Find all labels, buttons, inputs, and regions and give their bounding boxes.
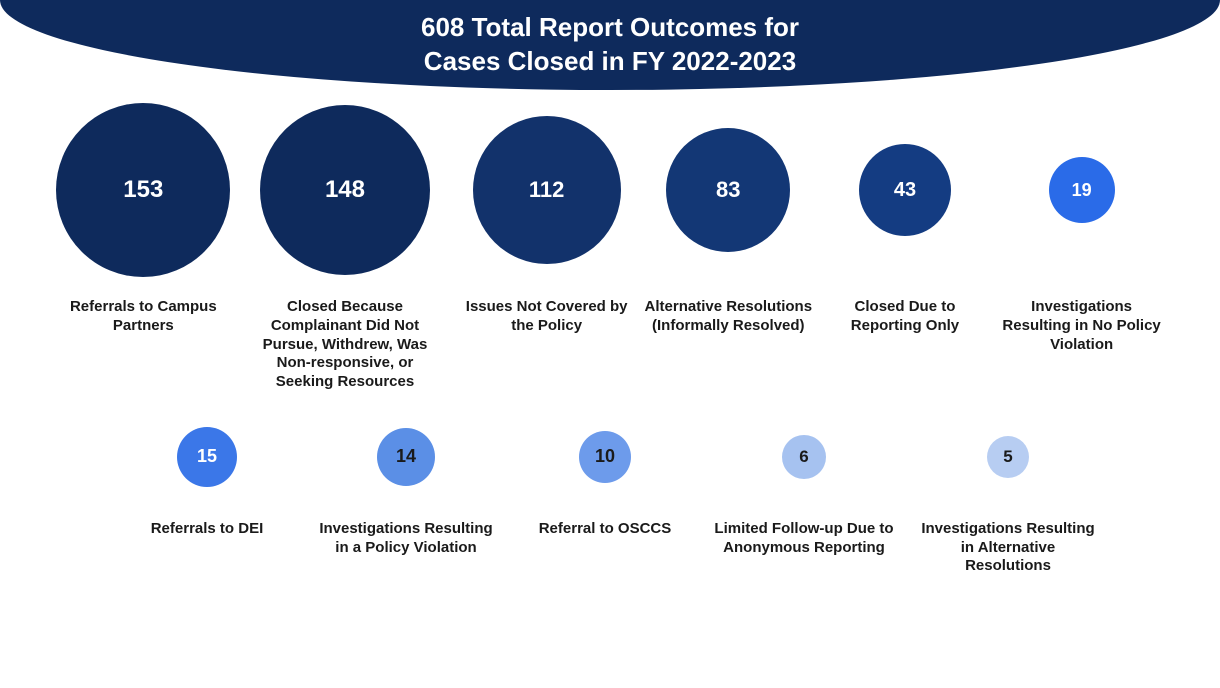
- bubble-wrap: 6: [782, 412, 826, 502]
- bubble-row-1: 153 Referrals to Campus Partners 148 Closed…: [30, 100, 1190, 392]
- bubble-wrap: 43: [859, 100, 951, 280]
- bubble-item: 10 Referral to OSCCS: [515, 412, 695, 539]
- bubble-label: Issues Not Covered by the Policy: [457, 298, 637, 336]
- bubble-wrap: 10: [579, 412, 631, 502]
- bubble-wrap: 15: [177, 412, 237, 502]
- bubble-wrap: 5: [987, 412, 1029, 502]
- bubble-label: Investigations Resulting in a Policy Vio…: [316, 520, 496, 558]
- bubble-item: 5 Investigations Resulting in Alternative…: [913, 412, 1103, 576]
- bubble-wrap: 153: [56, 100, 230, 280]
- bubble: 19: [1049, 157, 1115, 223]
- header-banner: 608 Total Report Outcomes for Cases Clos…: [0, 0, 1220, 90]
- title-line2: Cases Closed in FY 2022-2023: [424, 45, 796, 79]
- bubble-row-2: 15 Referrals to DEI 14 Investigations Resul…: [30, 412, 1190, 576]
- bubble-item: 153 Referrals to Campus Partners: [53, 100, 233, 336]
- bubble: 15: [177, 427, 237, 487]
- bubble-label: Closed Due to Reporting Only: [820, 298, 990, 336]
- bubble-item: 14 Investigations Resulting in a Policy V…: [311, 412, 501, 558]
- bubble-label: Referral to OSCCS: [539, 520, 672, 539]
- bubble: 83: [666, 128, 790, 252]
- chart-content: 153 Referrals to Campus Partners 148 Closed…: [0, 90, 1220, 576]
- bubble-item: 112 Issues Not Covered by the Policy: [457, 100, 637, 336]
- bubble: 148: [260, 105, 430, 275]
- bubble-item: 15 Referrals to DEI: [117, 412, 297, 539]
- bubble-item: 19 Investigations Resulting in No Policy …: [997, 100, 1167, 354]
- bubble: 43: [859, 144, 951, 236]
- bubble-label: Referrals to Campus Partners: [53, 298, 233, 336]
- bubble-label: Closed Because Complainant Did Not Pursu…: [255, 298, 435, 392]
- bubble-label: Alternative Resolutions (Informally Reso…: [643, 298, 813, 336]
- bubble: 112: [473, 116, 621, 264]
- bubble: 5: [987, 436, 1029, 478]
- bubble-wrap: 148: [260, 100, 430, 280]
- bubble-label: Referrals to DEI: [151, 520, 264, 539]
- bubble-item: 148 Closed Because Complainant Did Not Pu…: [240, 100, 450, 392]
- bubble-label: Investigations Resulting in Alternative …: [918, 520, 1098, 576]
- bubble-item: 83 Alternative Resolutions (Informally Re…: [643, 100, 813, 336]
- bubble-label: Limited Follow-up Due to Anonymous Repor…: [714, 520, 894, 558]
- title-line1: 608 Total Report Outcomes for: [421, 11, 799, 45]
- bubble-label: Investigations Resulting in No Policy Vi…: [997, 298, 1167, 354]
- bubble-wrap: 112: [473, 100, 621, 280]
- bubble-wrap: 83: [666, 100, 790, 280]
- bubble: 153: [56, 103, 230, 277]
- bubble: 10: [579, 431, 631, 483]
- bubble-wrap: 19: [1049, 100, 1115, 280]
- bubble: 14: [377, 428, 435, 486]
- bubble-item: 6 Limited Follow-up Due to Anonymous Repo…: [709, 412, 899, 558]
- bubble: 6: [782, 435, 826, 479]
- bubble-item: 43 Closed Due to Reporting Only: [820, 100, 990, 336]
- bubble-wrap: 14: [377, 412, 435, 502]
